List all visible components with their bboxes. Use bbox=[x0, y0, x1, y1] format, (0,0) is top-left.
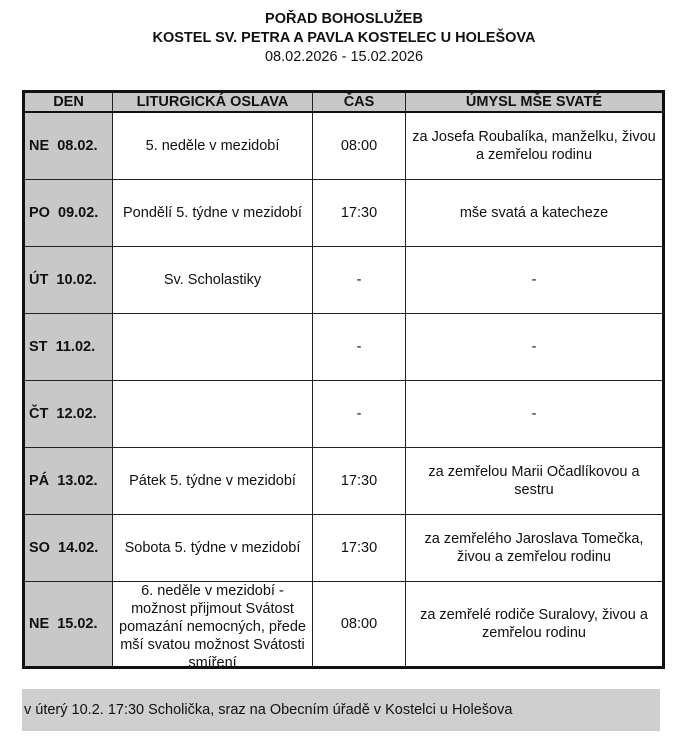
celebration-cell: Pátek 5. týdne v mezidobí bbox=[112, 447, 313, 515]
date-range: 08.02.2026 - 15.02.2026 bbox=[264, 49, 424, 65]
col-intention: ÚMYSL MŠE SVATÉ bbox=[405, 91, 664, 113]
table-row: ČT 12.02. - - bbox=[23, 380, 664, 448]
intention-cell: za zemřelé rodiče Suralovy, živou a zemř… bbox=[405, 581, 664, 668]
day-cell: ÚT 10.02. bbox=[23, 246, 113, 314]
day-cell: NE 08.02. bbox=[23, 111, 113, 180]
time-cell: 08:00 bbox=[312, 111, 406, 180]
celebration-cell: Pondělí 5. týdne v mezidobí bbox=[112, 179, 313, 247]
celebration-cell: 6. neděle v mezidobí - možnost přijmout … bbox=[112, 581, 313, 668]
page-title: POŘAD BOHOSLUŽEB bbox=[265, 11, 423, 27]
time-cell: - bbox=[312, 380, 406, 448]
table-row: NE 08.02. 5. neděle v mezidobí 08:00 za Jos… bbox=[23, 111, 664, 180]
intention-cell: za zemřelého Jaroslava Tomečka, živou a … bbox=[405, 514, 664, 582]
day-cell: ČT 12.02. bbox=[23, 380, 113, 448]
schedule-table: DEN LITURGICKÁ OSLAVA ČAS ÚMYSL MŠE SVAT… bbox=[22, 90, 665, 669]
table-row: NE 15.02. 6. neděle v mezidobí - možnost … bbox=[23, 581, 664, 668]
table-row: PÁ 13.02. Pátek 5. týdne v mezidobí 17:30 z… bbox=[23, 447, 664, 515]
time-cell: 17:30 bbox=[312, 514, 406, 582]
table-header-row: DEN LITURGICKÁ OSLAVA ČAS ÚMYSL MŠE SVAT… bbox=[23, 91, 664, 113]
time-cell: 08:00 bbox=[312, 581, 406, 668]
celebration-cell: Sv. Scholastiky bbox=[112, 246, 313, 314]
celebration-cell: 5. neděle v mezidobí bbox=[112, 111, 313, 180]
intention-cell: - bbox=[405, 313, 664, 381]
table-row: PO 09.02. Pondělí 5. týdne v mezidobí 17:3… bbox=[23, 179, 664, 247]
day-cell: SO 14.02. bbox=[23, 514, 113, 582]
celebration-text: 6. neděle v mezidobí - možnost přijmout … bbox=[119, 583, 306, 666]
intention-cell: za Josefa Roubalíka, manželku, živou a z… bbox=[405, 111, 664, 180]
day-cell: PO 09.02. bbox=[23, 179, 113, 247]
day-cell: NE 15.02. bbox=[23, 581, 113, 668]
celebration-cell: Sobota 5. týdne v mezidobí bbox=[112, 514, 313, 582]
table-row: ST 11.02. - - bbox=[23, 313, 664, 381]
time-cell: 17:30 bbox=[312, 179, 406, 247]
announcement-note: v úterý 10.2. 17:30 Scholička, sraz na O… bbox=[22, 689, 660, 731]
time-cell: - bbox=[312, 246, 406, 314]
table-row: SO 14.02. Sobota 5. týdne v mezidobí 17:30… bbox=[23, 514, 664, 582]
intention-cell: - bbox=[405, 246, 664, 314]
church-name: KOSTEL SV. PETRA A PAVLA KOSTELEC U HOLE… bbox=[152, 30, 536, 46]
col-celebration: LITURGICKÁ OSLAVA bbox=[112, 91, 313, 113]
table-row: ÚT 10.02. Sv. Scholastiky - - bbox=[23, 246, 664, 314]
day-cell: PÁ 13.02. bbox=[23, 447, 113, 515]
intention-cell: mše svatá a katecheze bbox=[405, 179, 664, 247]
intention-cell: za zemřelou Marii Očadlíkovou a sestru bbox=[405, 447, 664, 515]
time-cell: - bbox=[312, 313, 406, 381]
celebration-cell bbox=[112, 380, 313, 448]
day-cell: ST 11.02. bbox=[23, 313, 113, 381]
time-cell: 17:30 bbox=[312, 447, 406, 515]
intention-cell: - bbox=[405, 380, 664, 448]
col-time: ČAS bbox=[312, 91, 406, 113]
col-day: DEN bbox=[23, 91, 113, 113]
celebration-cell bbox=[112, 313, 313, 381]
